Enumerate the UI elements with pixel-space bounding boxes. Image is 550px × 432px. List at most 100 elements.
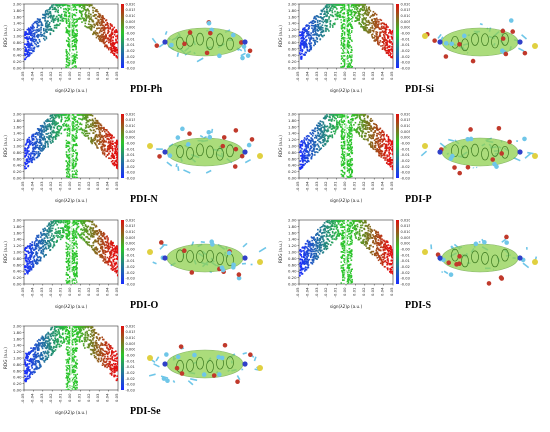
rdg-point (327, 130, 329, 132)
rdg-point (350, 14, 351, 15)
rdg-point (86, 116, 88, 118)
rdg-point (106, 136, 108, 138)
rdg-point (39, 153, 41, 155)
rdg-point (102, 27, 104, 29)
rdg-point (82, 119, 84, 121)
rdg-point (389, 41, 391, 43)
rdg-point (118, 38, 120, 40)
rdg-point (310, 32, 312, 34)
rdg-point (28, 36, 30, 38)
rdg-point (301, 53, 303, 55)
rdg-point (347, 44, 348, 45)
rdg-point (68, 19, 69, 20)
rdg-point (47, 20, 49, 22)
rdg-point (388, 163, 390, 165)
rdg-point (350, 57, 351, 58)
rdg-point (374, 35, 376, 37)
nitrogen-atom (162, 39, 167, 44)
rdg-point (111, 24, 113, 26)
rdg-point (73, 31, 74, 32)
rdg-point (359, 121, 361, 123)
rdg-point (112, 52, 114, 54)
rdg-point (51, 126, 53, 128)
rdg-point (316, 137, 318, 139)
rdg-point (303, 157, 305, 159)
rdg-point (40, 29, 42, 31)
rdg-point (384, 153, 386, 155)
rdg-point (314, 154, 316, 156)
rdg-point (351, 32, 352, 33)
rdg-point (371, 25, 373, 27)
rdg-point (349, 170, 350, 171)
rdg-point (382, 145, 384, 147)
rdg-point (111, 155, 113, 157)
rdg-point (343, 145, 344, 146)
rdg-point (74, 176, 75, 177)
rdg-point (29, 43, 31, 45)
rdg-point (50, 115, 52, 117)
rdg-point (96, 122, 98, 124)
rdg-point (76, 29, 77, 30)
rdg-point (349, 154, 350, 155)
rdg-point (35, 136, 37, 138)
rdg-point (332, 116, 334, 118)
rdg-point (317, 125, 319, 127)
atom (510, 29, 515, 34)
rdg-point (376, 23, 378, 25)
rdg-point (66, 22, 67, 23)
rdg-point (342, 33, 343, 34)
rdg-point (310, 21, 312, 23)
rdg-point (384, 159, 386, 161)
rdg-point (386, 135, 388, 137)
rdg-point (342, 170, 343, 171)
x-tick-label: -0.04 (29, 181, 34, 191)
rdg-point (76, 154, 77, 155)
rdg-point (76, 19, 77, 20)
rdg-point (81, 15, 83, 17)
rdg-point (100, 132, 102, 134)
rdg-point (61, 18, 63, 20)
rdg-point (377, 149, 379, 151)
rdg-point (51, 140, 53, 142)
rdg-point (360, 24, 362, 26)
rdg-point (346, 140, 347, 141)
rdg-point (301, 155, 303, 157)
rdg-point (90, 29, 92, 31)
rdg-point (82, 10, 84, 12)
rdg-point (371, 135, 373, 137)
rdg-point (362, 7, 364, 9)
y-tick-label: 0.40 (13, 163, 22, 168)
rdg-point (341, 35, 342, 36)
rdg-point (384, 46, 386, 48)
rdg-point (76, 158, 77, 159)
rdg-point (33, 157, 35, 159)
rdg-point (388, 138, 390, 140)
rdg-point (366, 122, 368, 124)
rdg-point (38, 155, 40, 157)
rdg-point (97, 136, 99, 138)
rdg-point (344, 136, 345, 137)
rdg-point (373, 127, 375, 129)
rdg-point (370, 10, 372, 12)
atom (240, 56, 245, 61)
rdg-point (67, 165, 68, 166)
rdg-point (366, 21, 368, 23)
rdg-point (368, 8, 370, 10)
rdg-point (315, 32, 317, 34)
rdg-point (63, 11, 65, 13)
rdg-point (50, 14, 52, 16)
bond (206, 171, 211, 173)
rdg-point (97, 139, 99, 141)
rdg-point (102, 130, 104, 132)
y-tick-label: 0.60 (288, 46, 297, 51)
rdg-point (300, 145, 302, 147)
rdg-point (53, 126, 55, 128)
rdg-point (89, 133, 91, 135)
rdg-point (380, 156, 382, 158)
rdg-point (28, 153, 30, 155)
rdg-point (393, 37, 395, 39)
rdg-point (383, 41, 385, 43)
rdg-point (337, 116, 339, 118)
rdg-point (60, 20, 62, 22)
rdg-point (50, 142, 52, 144)
